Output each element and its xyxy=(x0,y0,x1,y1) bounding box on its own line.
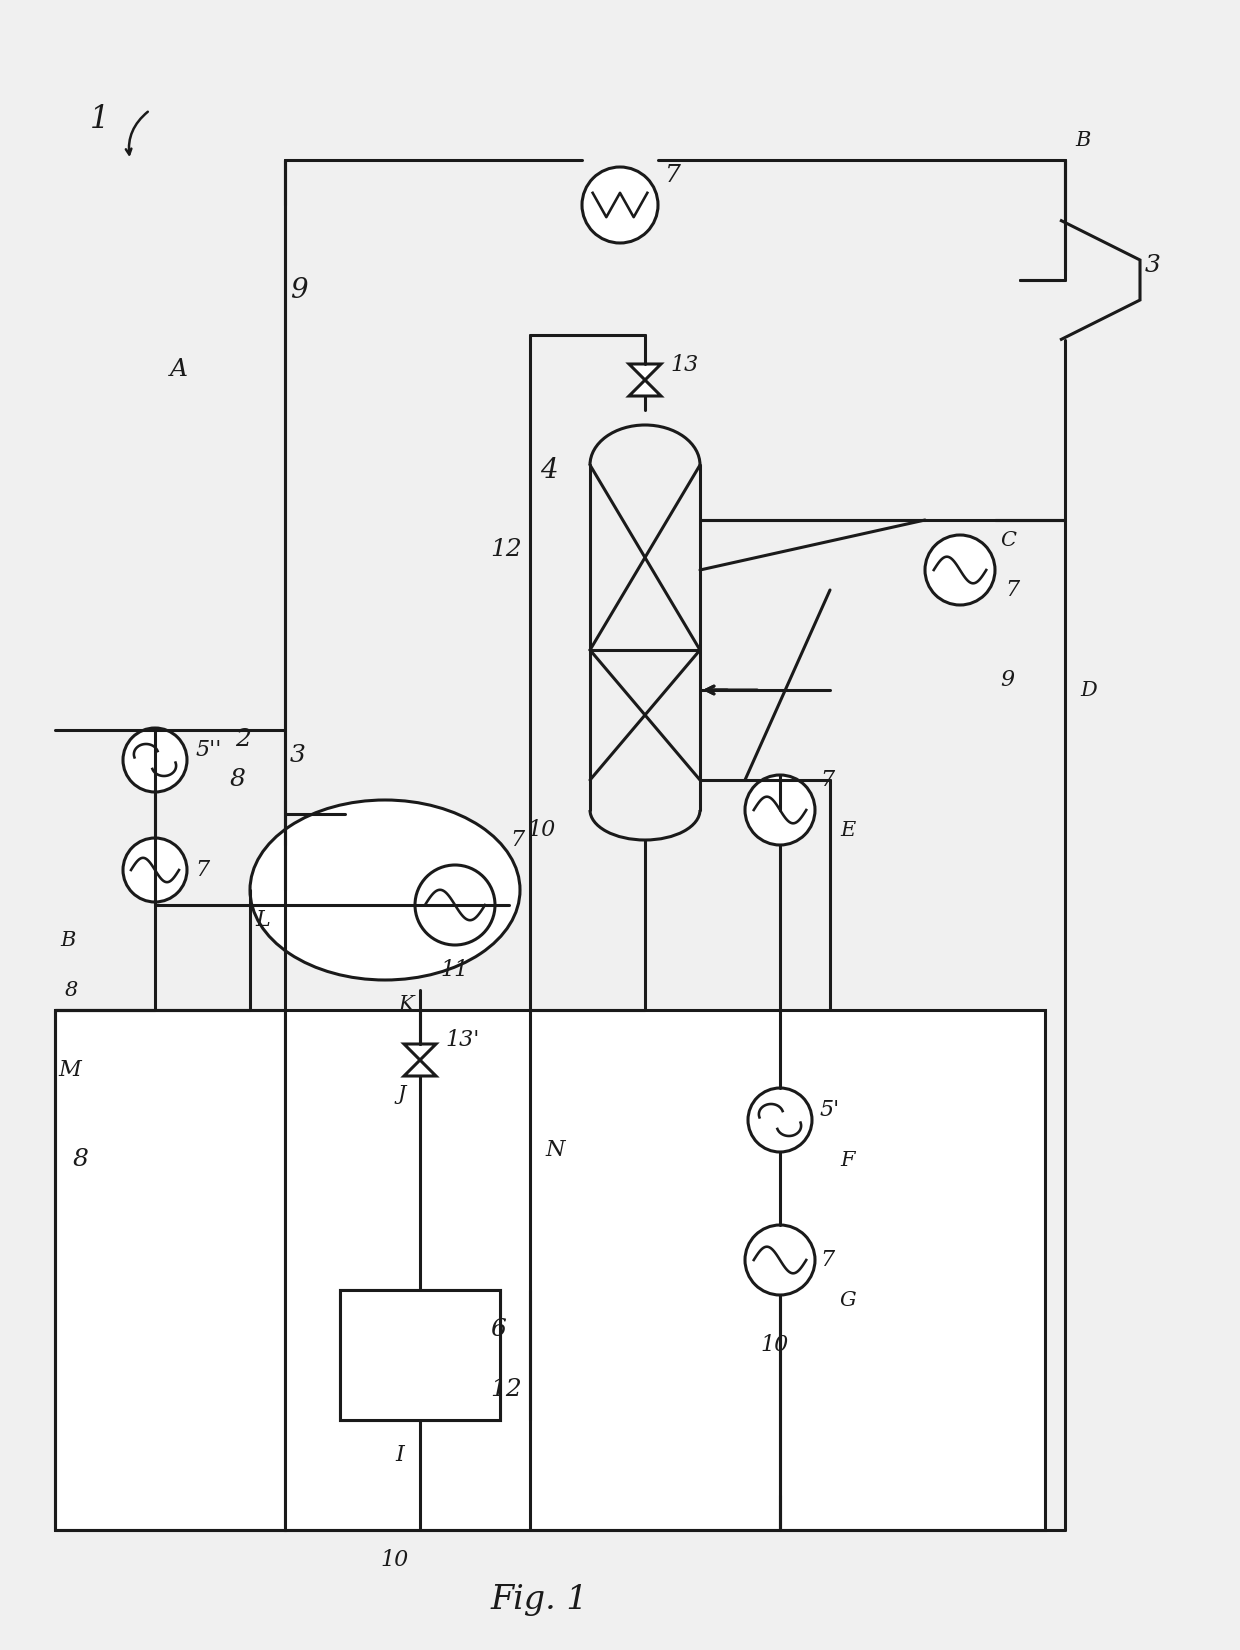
Circle shape xyxy=(123,728,187,792)
Text: 13: 13 xyxy=(670,355,698,376)
Text: 9: 9 xyxy=(290,277,308,304)
Text: L: L xyxy=(255,909,270,931)
Text: 5'': 5'' xyxy=(195,739,222,761)
Text: B: B xyxy=(60,931,76,949)
Text: 11: 11 xyxy=(440,959,469,982)
Bar xyxy=(340,1290,500,1421)
Text: 8: 8 xyxy=(73,1148,89,1171)
Text: J: J xyxy=(398,1086,407,1104)
Text: 8: 8 xyxy=(64,980,78,1000)
Bar xyxy=(340,1290,500,1421)
Text: 7: 7 xyxy=(665,163,681,186)
Text: F: F xyxy=(839,1150,854,1170)
Polygon shape xyxy=(404,1059,436,1076)
Text: A: A xyxy=(170,358,188,381)
Polygon shape xyxy=(629,365,661,380)
Text: 2: 2 xyxy=(236,729,250,751)
Text: I: I xyxy=(396,1444,404,1465)
Text: 7: 7 xyxy=(820,1249,835,1270)
Text: C: C xyxy=(999,531,1016,549)
Bar xyxy=(285,1010,1045,1530)
Text: 8: 8 xyxy=(229,769,246,792)
Circle shape xyxy=(748,1087,812,1152)
Text: K: K xyxy=(398,995,414,1015)
Circle shape xyxy=(925,535,994,606)
Circle shape xyxy=(745,1224,815,1295)
Text: N: N xyxy=(546,1138,564,1162)
Circle shape xyxy=(415,865,495,945)
Circle shape xyxy=(745,776,815,845)
Text: 6: 6 xyxy=(490,1318,506,1341)
Text: 7: 7 xyxy=(1004,579,1019,601)
Bar xyxy=(55,1010,285,1530)
Ellipse shape xyxy=(250,800,520,980)
Text: 3: 3 xyxy=(1145,254,1161,277)
Text: 12: 12 xyxy=(490,538,522,561)
Text: G: G xyxy=(839,1290,857,1310)
Text: D: D xyxy=(1080,680,1096,700)
Text: Fig. 1: Fig. 1 xyxy=(490,1584,588,1615)
Text: E: E xyxy=(839,820,856,840)
Text: 3: 3 xyxy=(290,744,306,767)
Text: 7: 7 xyxy=(195,860,210,881)
Text: M: M xyxy=(58,1059,81,1081)
Text: 1: 1 xyxy=(91,104,109,135)
Text: B: B xyxy=(1075,130,1090,150)
Text: 10: 10 xyxy=(379,1549,408,1571)
Text: 10: 10 xyxy=(527,818,556,842)
Text: 7: 7 xyxy=(820,769,835,790)
Text: 7: 7 xyxy=(510,828,525,851)
Text: 5': 5' xyxy=(820,1099,841,1120)
Circle shape xyxy=(123,838,187,903)
Polygon shape xyxy=(629,380,661,396)
Text: 9: 9 xyxy=(999,668,1014,691)
Text: 12: 12 xyxy=(490,1378,522,1401)
Polygon shape xyxy=(404,1044,436,1059)
Circle shape xyxy=(582,167,658,243)
Text: 10: 10 xyxy=(760,1333,789,1356)
Text: 13': 13' xyxy=(445,1030,480,1051)
Text: 4: 4 xyxy=(539,457,558,483)
